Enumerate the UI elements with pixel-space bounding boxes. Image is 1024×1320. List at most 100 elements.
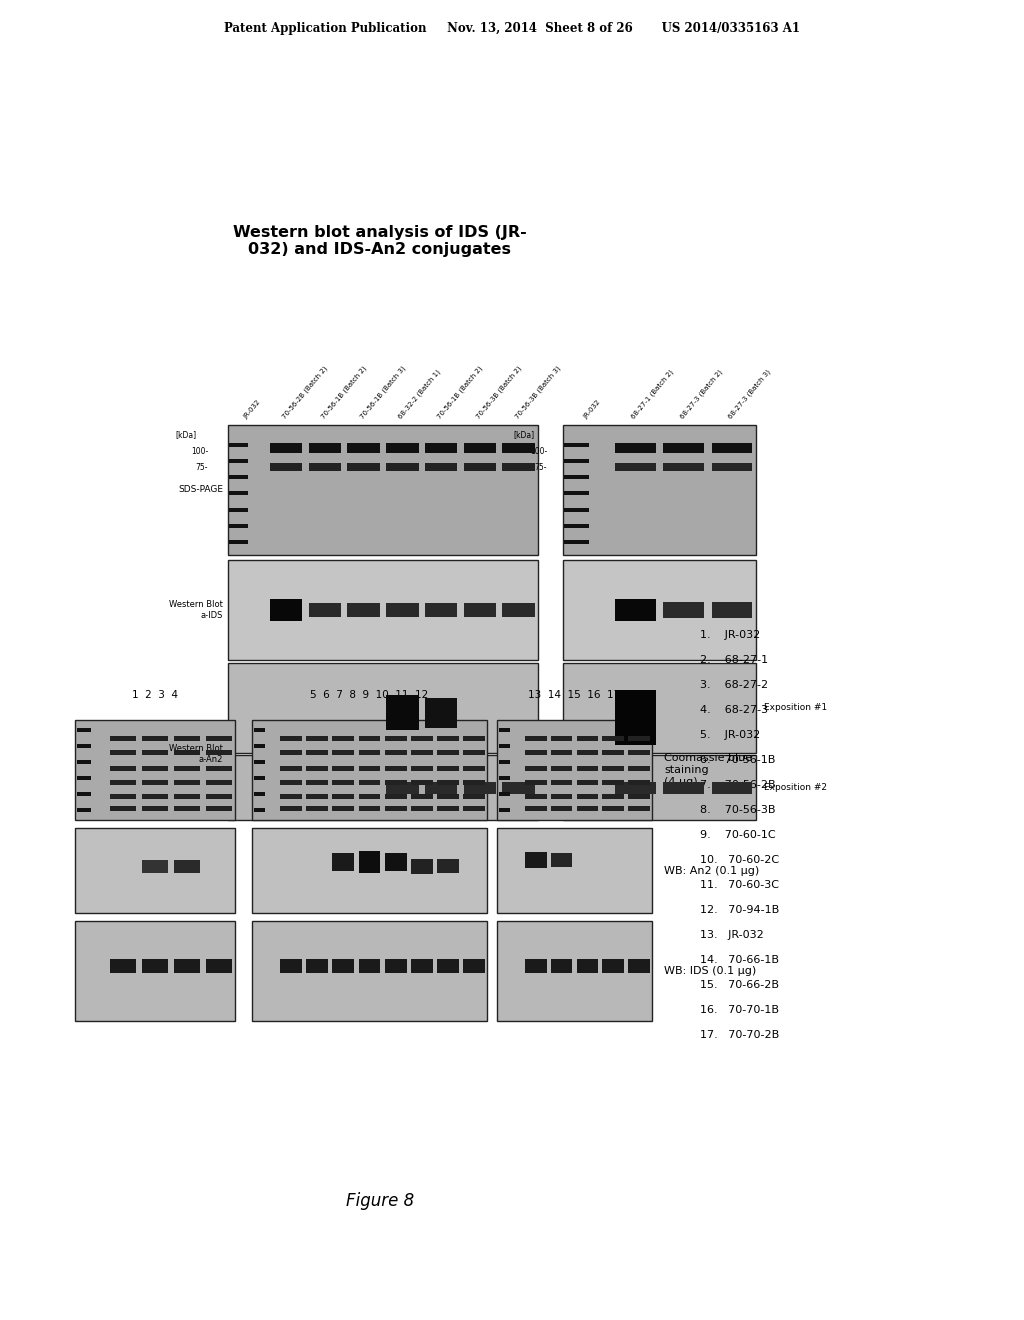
Bar (358, 766, 381, 771)
Bar (75, 921, 234, 1020)
Bar (252, 921, 487, 1020)
Text: WB: IDS (0.1 μg): WB: IDS (0.1 μg) (664, 966, 757, 975)
Bar (254, 808, 265, 812)
Text: 75-: 75- (196, 463, 208, 473)
Bar (306, 793, 329, 799)
Bar (141, 859, 168, 873)
Bar (385, 805, 407, 810)
Text: 68-27-3 (Batch 3): 68-27-3 (Batch 3) (727, 368, 772, 420)
Bar (385, 793, 407, 799)
Text: [kDa]: [kDa] (514, 430, 535, 440)
Bar (615, 689, 655, 744)
Bar (425, 781, 458, 793)
Bar (110, 960, 136, 973)
Bar (463, 735, 485, 741)
Text: 70-56-2B (Batch 2): 70-56-2B (Batch 2) (282, 364, 329, 420)
Text: 70-56-3B (Batch 3): 70-56-3B (Batch 3) (514, 364, 561, 420)
Bar (712, 444, 753, 453)
Bar (77, 760, 91, 764)
Bar (503, 603, 535, 616)
Bar (270, 599, 302, 620)
Bar (206, 960, 232, 973)
Bar (629, 766, 650, 771)
Bar (411, 780, 433, 784)
Bar (425, 697, 458, 727)
Text: 6.    70-56-1B: 6. 70-56-1B (700, 755, 775, 766)
Bar (333, 780, 354, 784)
Text: 13.   JR-032: 13. JR-032 (700, 931, 764, 940)
Bar (437, 859, 459, 874)
Bar (110, 735, 136, 741)
Bar (525, 793, 547, 799)
Bar (77, 744, 91, 748)
Bar (499, 808, 510, 812)
Bar (270, 444, 302, 453)
Bar (425, 462, 458, 471)
Bar (525, 766, 547, 771)
Bar (602, 750, 624, 755)
Bar (629, 780, 650, 784)
Bar (228, 560, 538, 660)
Bar (712, 781, 753, 793)
Bar (385, 735, 407, 741)
Bar (411, 735, 433, 741)
Bar (525, 750, 547, 755)
Bar (228, 755, 538, 820)
Bar (333, 766, 354, 771)
Text: Western Blot
a-IDS: Western Blot a-IDS (169, 601, 223, 619)
Bar (464, 444, 497, 453)
Bar (564, 524, 589, 528)
Bar (564, 459, 589, 463)
Bar (411, 793, 433, 799)
Bar (77, 729, 91, 733)
Bar (110, 793, 136, 799)
Bar (464, 781, 497, 793)
Bar (229, 507, 248, 511)
Text: 70-56-1B (Batch 3): 70-56-1B (Batch 3) (358, 364, 407, 420)
Bar (463, 960, 485, 973)
Bar (386, 696, 419, 730)
Bar (525, 960, 547, 973)
Bar (385, 960, 407, 973)
Bar (615, 444, 655, 453)
Text: 5  6  7  8  9  10  11  12: 5 6 7 8 9 10 11 12 (310, 690, 429, 700)
Bar (141, 960, 168, 973)
Text: 3.    68-27-2: 3. 68-27-2 (700, 680, 768, 690)
Bar (497, 921, 652, 1020)
Bar (464, 462, 497, 471)
Text: Exposition #1: Exposition #1 (764, 704, 827, 713)
Text: JR-032: JR-032 (583, 399, 601, 420)
Bar (173, 859, 201, 873)
Bar (281, 793, 302, 799)
Text: 68-32-2 (Batch 1): 68-32-2 (Batch 1) (397, 368, 442, 420)
Text: 2.    68-27-1: 2. 68-27-1 (700, 655, 768, 665)
Bar (411, 750, 433, 755)
Bar (386, 781, 419, 793)
Bar (463, 793, 485, 799)
Bar (173, 766, 201, 771)
Bar (499, 744, 510, 748)
Bar (437, 766, 459, 771)
Bar (615, 599, 655, 620)
Bar (358, 805, 381, 810)
Text: Western Blot
a-An2: Western Blot a-An2 (169, 744, 223, 764)
Bar (464, 603, 497, 616)
Bar (308, 603, 341, 616)
Text: 70-56-1B (Batch 2): 70-56-1B (Batch 2) (319, 364, 368, 420)
Bar (110, 805, 136, 810)
Bar (252, 719, 487, 820)
Text: 68-27-1 (Batch 2): 68-27-1 (Batch 2) (631, 368, 675, 420)
Bar (437, 735, 459, 741)
Bar (347, 603, 380, 616)
Text: 10.   70-60-2C: 10. 70-60-2C (700, 855, 779, 865)
Bar (254, 760, 265, 764)
Bar (333, 960, 354, 973)
Text: 15.   70-66-2B: 15. 70-66-2B (700, 979, 779, 990)
Bar (497, 828, 652, 913)
Bar (712, 602, 753, 618)
Bar (281, 750, 302, 755)
Bar (411, 960, 433, 973)
Bar (347, 462, 380, 471)
Bar (629, 960, 650, 973)
Bar (333, 793, 354, 799)
